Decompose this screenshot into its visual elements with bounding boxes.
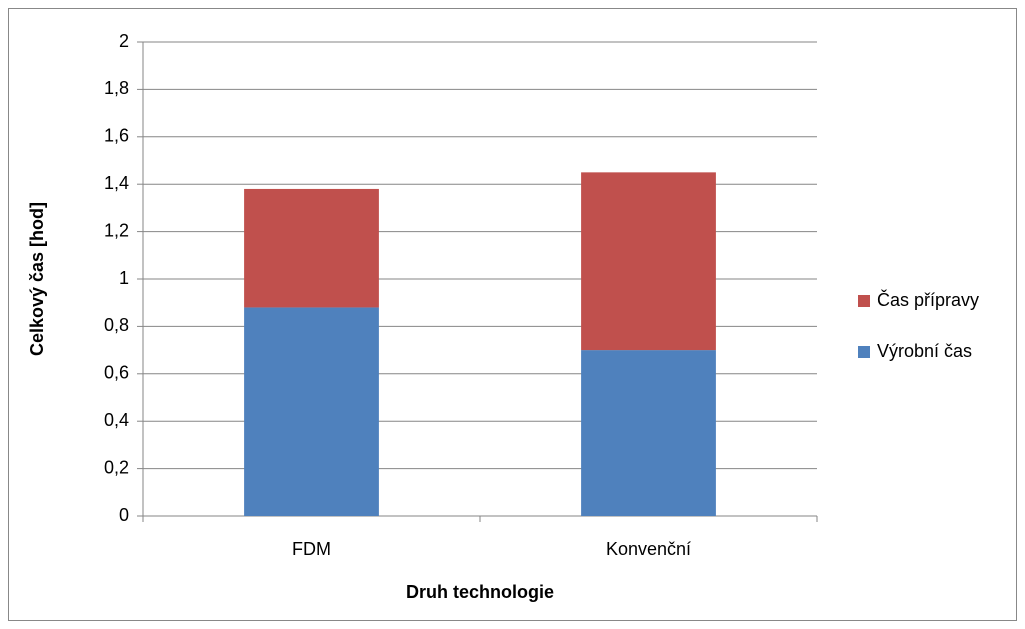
y-tick-label: 2 [119, 31, 129, 51]
legend-label: Výrobní čas [877, 341, 972, 361]
y-tick-label: 1,6 [104, 126, 129, 146]
y-tick-label: 1,8 [104, 78, 129, 98]
legend-label: Čas přípravy [877, 289, 979, 310]
y-tick-label: 1 [119, 268, 129, 288]
x-tick-label: FDM [292, 539, 331, 559]
chart-frame [8, 8, 1017, 621]
bar-segment [244, 188, 379, 308]
y-tick-label: 0,2 [104, 457, 129, 477]
legend-swatch [858, 295, 870, 307]
y-tick-label: 0,6 [104, 363, 129, 383]
bar-segment [581, 172, 716, 351]
y-tick-label: 0,4 [104, 410, 129, 430]
y-tick-label: 1,4 [104, 173, 129, 193]
legend-swatch [858, 346, 870, 358]
y-tick-label: 0 [119, 505, 129, 525]
bar-segment [244, 307, 379, 516]
x-tick-label: Konvenční [606, 539, 691, 559]
y-tick-label: 0,8 [104, 315, 129, 335]
bar-segment [581, 350, 716, 516]
y-axis-title: Celkový čas [hod] [27, 202, 47, 356]
y-tick-label: 1,2 [104, 220, 129, 240]
x-axis-title: Druh technologie [406, 582, 554, 602]
